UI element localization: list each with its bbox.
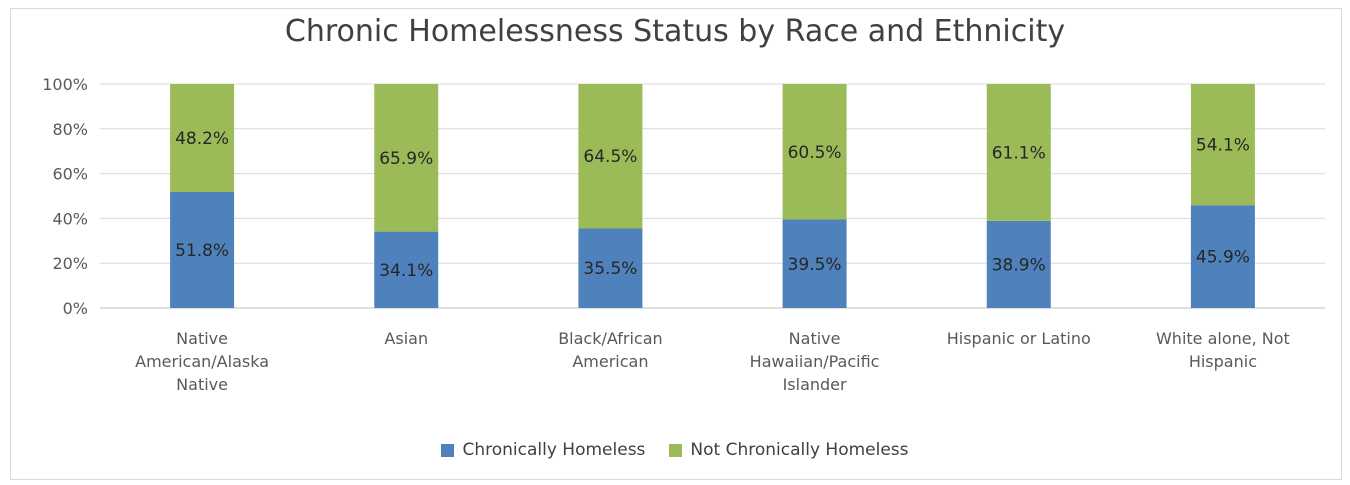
x-tick-label: Black/African (558, 329, 662, 348)
legend-label-not-chronically-homeless: Not Chronically Homeless (690, 440, 909, 460)
bar-not-chronically-homeless (374, 84, 439, 232)
bar-not-chronically-homeless (170, 84, 235, 192)
bar-not-chronically-homeless (782, 84, 847, 220)
data-label: 34.1% (379, 261, 433, 281)
legend-swatch-chronically-homeless (441, 443, 455, 457)
x-tick-label: Native (789, 329, 841, 348)
legend: Chronically Homeless Not Chronically Hom… (0, 440, 1350, 460)
data-label: 60.5% (788, 143, 842, 163)
legend-swatch-not-chronically-homeless (669, 443, 683, 457)
y-tick-label: 0% (63, 299, 88, 318)
data-label: 35.5% (583, 259, 637, 279)
bar-chronically-homeless (782, 219, 847, 308)
data-label: 38.9% (992, 255, 1046, 275)
data-label: 48.2% (175, 129, 229, 149)
bar-chronically-homeless (1190, 205, 1255, 308)
data-label: 61.1% (992, 143, 1046, 163)
legend-item-not-chronically-homeless: Not Chronically Homeless (669, 440, 909, 460)
bar-not-chronically-homeless (986, 84, 1051, 221)
legend-item-chronically-homeless: Chronically Homeless (441, 440, 645, 460)
x-tick-label: American/Alaska (135, 352, 269, 371)
x-tick-label: Native (176, 375, 228, 394)
y-tick-label: 20% (52, 254, 88, 273)
bar-chronically-homeless (578, 228, 643, 308)
x-tick-label: Native (176, 329, 228, 348)
y-tick-label: 80% (52, 120, 88, 139)
y-tick-label: 60% (52, 165, 88, 184)
x-tick-label: Hispanic or Latino (947, 329, 1091, 348)
x-tick-label: Islander (783, 375, 847, 394)
data-label: 51.8% (175, 241, 229, 261)
x-tick-label: American (572, 352, 648, 371)
x-tick-label: Hispanic (1189, 352, 1257, 371)
data-label: 65.9% (379, 149, 433, 169)
x-tick-label: Asian (384, 329, 428, 348)
data-label: 54.1% (1196, 136, 1250, 156)
y-tick-label: 100% (42, 75, 88, 94)
bar-chronically-homeless (374, 231, 439, 308)
data-label: 39.5% (788, 255, 842, 275)
bar-chronically-homeless (986, 220, 1051, 308)
y-tick-label: 40% (52, 209, 88, 228)
bar-chronically-homeless (170, 191, 235, 308)
x-tick-label: Hawaiian/Pacific (750, 352, 880, 371)
x-tick-label: White alone, Not (1156, 329, 1290, 348)
data-label: 45.9% (1196, 248, 1250, 268)
bar-not-chronically-homeless (578, 84, 643, 229)
bar-not-chronically-homeless (1190, 84, 1255, 206)
chart-title: Chronic Homelessness Status by Race and … (284, 14, 1066, 49)
legend-label-chronically-homeless: Chronically Homeless (462, 440, 646, 460)
data-label: 64.5% (583, 147, 637, 167)
